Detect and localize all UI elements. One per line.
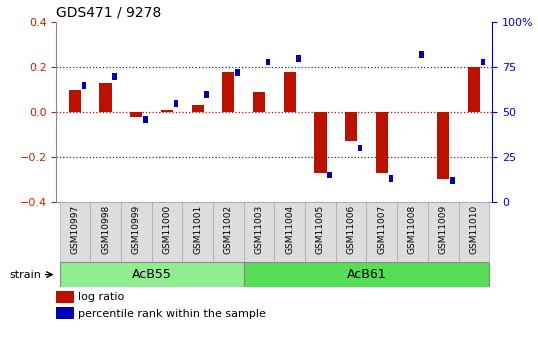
Bar	[192, 105, 204, 112]
Bar	[90, 202, 121, 262]
Bar	[130, 112, 143, 117]
Text: GSM11005: GSM11005	[316, 205, 325, 254]
Bar	[397, 202, 428, 262]
Text: GSM11009: GSM11009	[438, 205, 448, 254]
Bar	[266, 59, 271, 65]
Bar	[60, 262, 244, 287]
Bar	[56, 307, 74, 319]
Bar	[82, 82, 86, 89]
Text: GSM11008: GSM11008	[408, 205, 417, 254]
Bar	[305, 202, 336, 262]
Bar	[345, 112, 357, 141]
Text: GSM11006: GSM11006	[346, 205, 356, 254]
Bar	[358, 145, 363, 151]
Bar	[244, 262, 489, 287]
Bar	[480, 59, 485, 65]
Bar	[428, 202, 458, 262]
Bar	[388, 175, 393, 182]
Bar	[284, 72, 296, 112]
Text: AcB61: AcB61	[346, 268, 386, 281]
Text: strain: strain	[9, 270, 41, 279]
Bar	[100, 83, 112, 112]
Bar	[204, 91, 209, 98]
Bar	[56, 291, 74, 303]
Bar	[222, 72, 235, 112]
Text: log ratio: log ratio	[79, 292, 124, 302]
Text: AcB55: AcB55	[132, 268, 172, 281]
Bar	[253, 92, 265, 112]
Bar	[121, 202, 152, 262]
Text: GSM10999: GSM10999	[132, 205, 141, 254]
Text: GSM11004: GSM11004	[285, 205, 294, 254]
Bar	[69, 90, 81, 112]
Bar	[336, 202, 366, 262]
Bar	[244, 202, 274, 262]
Text: GDS471 / 9278: GDS471 / 9278	[56, 6, 162, 20]
Bar	[468, 67, 480, 112]
Bar	[235, 69, 240, 76]
Bar	[437, 112, 449, 179]
Bar	[450, 177, 455, 184]
Text: GSM10998: GSM10998	[101, 205, 110, 254]
Text: GSM11003: GSM11003	[254, 205, 264, 254]
Bar	[60, 202, 90, 262]
Text: GSM11007: GSM11007	[377, 205, 386, 254]
Bar	[296, 55, 301, 62]
Bar	[112, 73, 117, 80]
Bar	[314, 112, 327, 172]
Bar	[327, 171, 332, 178]
Bar	[174, 100, 178, 107]
Text: GSM11010: GSM11010	[469, 205, 478, 254]
Bar	[458, 202, 489, 262]
Text: GSM11001: GSM11001	[193, 205, 202, 254]
Text: GSM11000: GSM11000	[162, 205, 172, 254]
Bar	[274, 202, 305, 262]
Bar	[213, 202, 244, 262]
Bar	[161, 110, 173, 112]
Bar	[182, 202, 213, 262]
Bar	[366, 202, 397, 262]
Bar	[143, 116, 147, 123]
Text: percentile rank within the sample: percentile rank within the sample	[79, 309, 266, 318]
Bar	[419, 51, 424, 58]
Text: GSM10997: GSM10997	[70, 205, 80, 254]
Bar	[376, 112, 388, 172]
Bar	[152, 202, 182, 262]
Text: GSM11002: GSM11002	[224, 205, 233, 254]
